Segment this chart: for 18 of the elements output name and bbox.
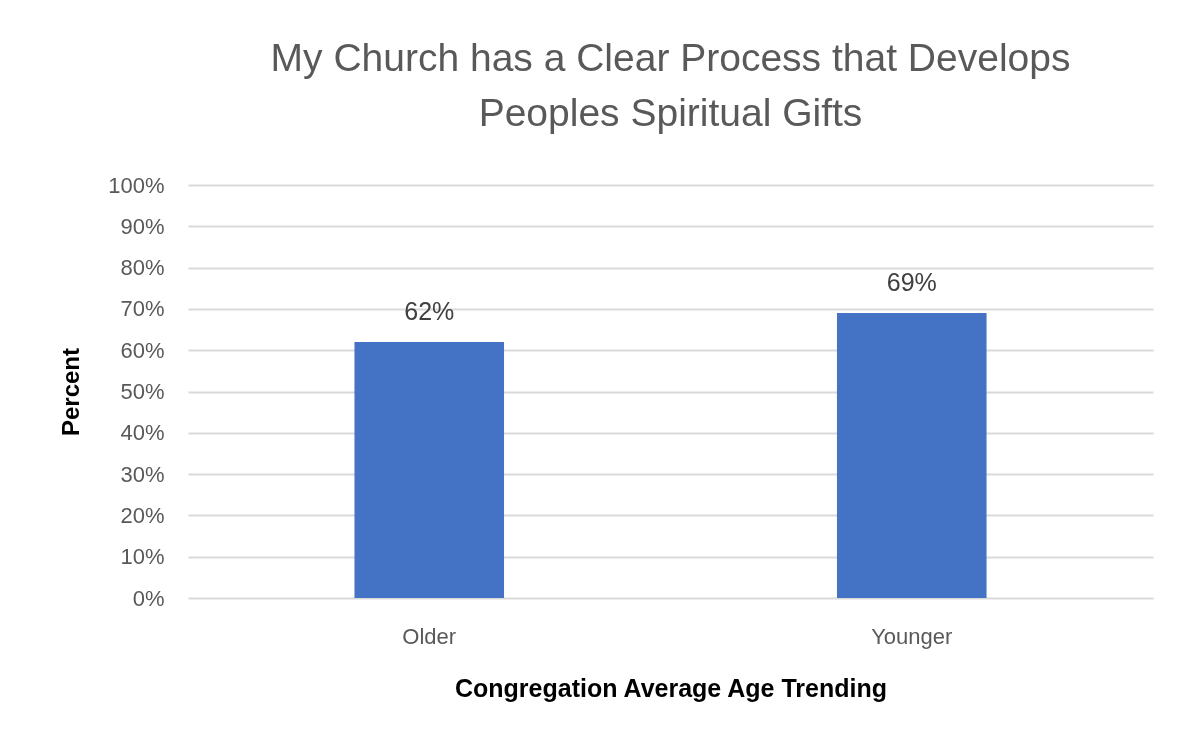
y-tick-label: 40% — [120, 420, 165, 446]
chart-title: My Church has a Clear Process that Develops Peoples Spiritual Gifts — [270, 36, 1071, 134]
y-axis-title: Percent — [57, 347, 85, 437]
y-tick-label: 30% — [120, 461, 165, 487]
y-tick-label: 10% — [120, 544, 165, 570]
y-tick-label: 80% — [120, 255, 165, 281]
data-label: 62% — [404, 296, 455, 325]
x-tick-label: Younger — [871, 623, 953, 649]
y-tick-label: 60% — [120, 337, 165, 363]
y-tick-label: 90% — [120, 213, 165, 239]
y-tick-label: 50% — [120, 379, 165, 404]
x-tick-label: Older — [402, 623, 457, 649]
data-label: 69% — [886, 268, 937, 297]
y-tick-label: 0% — [132, 585, 165, 611]
y-tick-label: 70% — [120, 296, 165, 322]
y-tick-label: 100% — [108, 172, 165, 198]
x-axis-title: Congregation Average Age Trending — [455, 673, 887, 702]
y-tick-label: 20% — [120, 502, 165, 528]
